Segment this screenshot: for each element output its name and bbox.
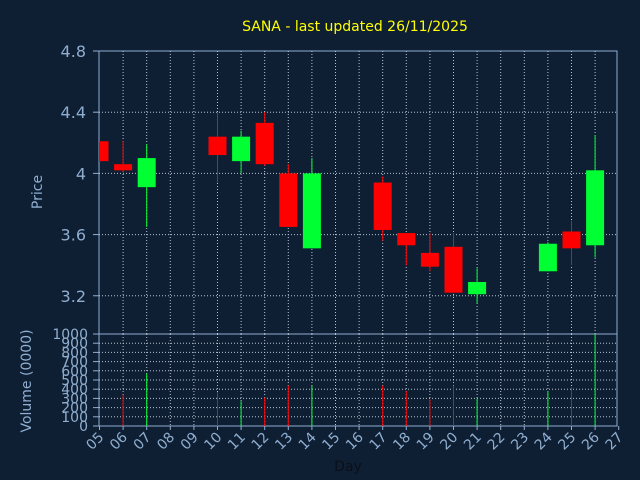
candle-body: [137, 158, 156, 188]
candle-body: [302, 173, 321, 249]
candle-body: [100, 141, 109, 162]
volume-tick-label: 400: [61, 382, 88, 398]
volume-tick-label: 0: [79, 419, 88, 435]
volume-tick-label: 600: [61, 364, 88, 380]
candle-body: [420, 252, 439, 267]
candle-body: [468, 281, 487, 295]
volume-tick-label: 1000: [52, 327, 88, 343]
day-tick-label: 14: [296, 429, 320, 453]
price-axis-label: Price: [30, 175, 46, 209]
candle-body: [562, 231, 581, 249]
day-tick-label: 18: [390, 430, 414, 454]
candle-body: [208, 136, 227, 156]
day-tick-label: 27: [603, 430, 627, 454]
volume-tick-label: 300: [61, 391, 88, 407]
day-tick-label: 25: [555, 430, 579, 454]
day-tick-label: 24: [532, 429, 556, 453]
price-tick-label: 4: [76, 164, 86, 183]
day-tick-label: 06: [107, 429, 131, 453]
volume-series: [122, 334, 596, 426]
candle-body: [114, 164, 133, 171]
day-tick-label: 13: [272, 430, 296, 454]
price-tick-label: 4.4: [61, 103, 86, 122]
day-tick-label: 07: [131, 430, 155, 454]
candle-body: [586, 170, 605, 246]
candle-body: [397, 233, 416, 246]
day-tick-label: 16: [343, 429, 367, 453]
day-tick-label: 09: [178, 430, 202, 454]
day-tick-label: 11: [225, 430, 249, 454]
price-tick-label: 3.2: [61, 287, 86, 306]
volume-tick-label: 800: [61, 345, 88, 361]
day-tick-label: 23: [508, 430, 532, 454]
day-tick-label: 17: [367, 430, 391, 454]
candle-body: [279, 173, 298, 227]
day-tick-label: 12: [249, 430, 273, 454]
volume-tick-label: 500: [61, 373, 88, 389]
day-tick-label: 08: [154, 430, 178, 454]
chart-title: SANA - last updated 26/11/2025: [242, 19, 468, 35]
day-tick-label: 21: [461, 430, 485, 454]
candle-body: [232, 136, 251, 162]
volume-axis-label: Volume (0000): [19, 329, 35, 432]
day-axis-label: Day: [334, 459, 362, 475]
candle-body: [255, 122, 274, 165]
volume-tick-label: 100: [61, 410, 88, 426]
price-plot-area: [98, 50, 618, 335]
day-tick-label: 22: [485, 430, 509, 454]
price-tick-label: 3.6: [61, 226, 86, 245]
day-tick-label: 10: [201, 430, 225, 454]
price-tick-label: 4.8: [61, 42, 86, 61]
price-axis: 4.8 4.4 4 3.6 3.2: [61, 42, 99, 306]
day-tick-label: 20: [437, 430, 461, 454]
candle-body: [538, 243, 557, 272]
day-tick-label: 26: [579, 429, 603, 453]
candlestick-series: [99, 112, 605, 304]
volume-tick-label: 200: [61, 401, 88, 417]
candle-body: [373, 182, 392, 230]
volume-grid: [99, 334, 617, 426]
day-tick-label: 19: [414, 430, 438, 454]
candle-body: [444, 246, 463, 293]
volume-tick-label: 900: [61, 336, 88, 352]
day-tick-label: 15: [319, 430, 343, 454]
volume-tick-label: 700: [61, 355, 88, 371]
day-axis: 05 06 07 08 09 10 11 12 13 14 15 16 17 18 19 20 21 22 23 24…: [83, 426, 627, 454]
price-grid: [99, 51, 617, 334]
